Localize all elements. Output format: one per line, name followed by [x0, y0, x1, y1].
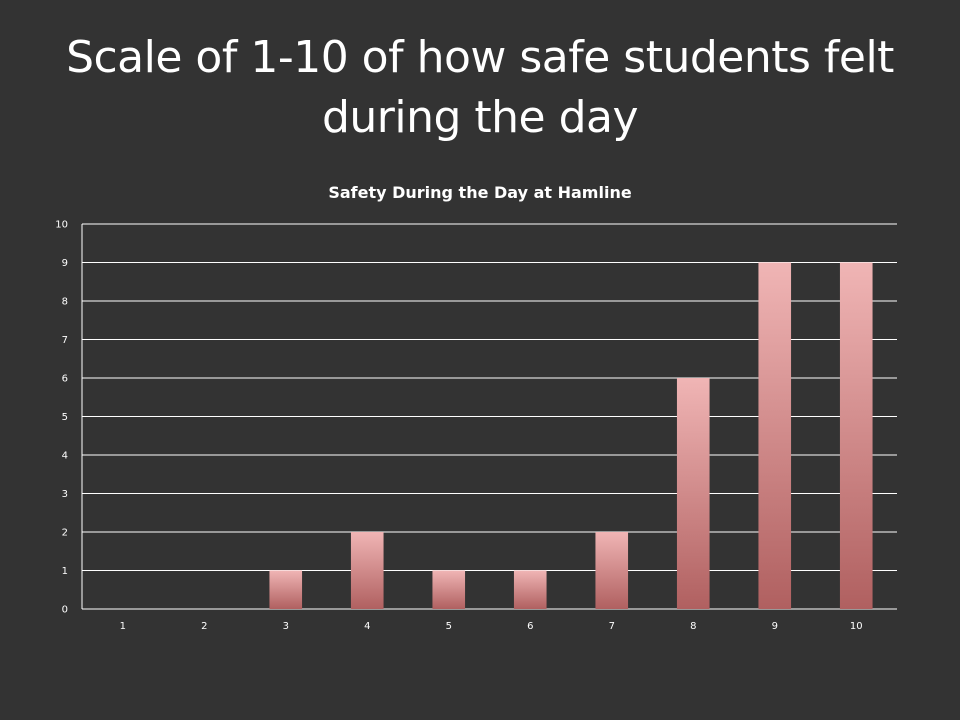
y-tick-label: 4: [62, 451, 68, 462]
y-tick-label: 7: [62, 335, 68, 346]
bars: [269, 262, 873, 609]
bar-10: [839, 262, 873, 609]
y-tick-label: 2: [62, 528, 68, 539]
bar-3: [269, 570, 303, 609]
chart-title: Safety During the Day at Hamline: [328, 183, 632, 202]
y-tick-label: 0: [62, 605, 68, 616]
bar-8: [676, 378, 710, 609]
x-tick-label: 8: [690, 621, 696, 632]
x-tick-label: 1: [120, 621, 126, 632]
y-tick-label: 8: [62, 297, 68, 308]
y-tick-label: 6: [62, 374, 68, 385]
y-tick-label: 1: [62, 566, 68, 577]
axes: 0 1 2 3 4 5 6 7 8 9 10 1 2 3 4 5 6 7 8 9 10: [55, 220, 862, 633]
x-tick-label: 7: [609, 621, 615, 632]
bar-4: [350, 532, 384, 609]
y-tick-label: 10: [55, 220, 68, 231]
bar-9: [758, 262, 792, 609]
bar-5: [432, 570, 466, 609]
y-tick-label: 9: [62, 258, 68, 269]
x-tick-label: 4: [364, 621, 370, 632]
x-tick-label: 5: [446, 621, 452, 632]
x-tick-label: 10: [850, 621, 863, 632]
x-tick-label: 3: [283, 621, 289, 632]
y-tick-label: 3: [62, 489, 68, 500]
x-tick-label: 9: [772, 621, 778, 632]
bar-7: [595, 532, 629, 609]
y-tick-label: 5: [62, 412, 68, 423]
bar-6: [513, 570, 547, 609]
x-tick-label: 6: [527, 621, 533, 632]
slide-title: Scale of 1-10 of how safe students felt …: [66, 32, 894, 143]
x-tick-label: 2: [201, 621, 207, 632]
